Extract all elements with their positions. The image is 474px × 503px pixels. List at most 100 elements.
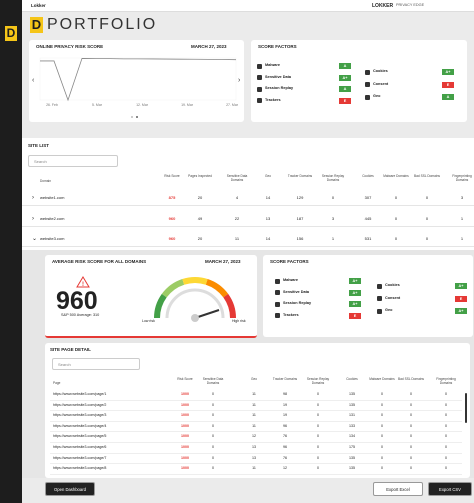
factor-icon [365,94,370,100]
factor-name: Malware [265,63,280,67]
column-header: Tracker Domains [287,174,313,178]
cell: https://www.website3.com/page/2 [53,402,107,407]
factor-grade: A [339,63,351,69]
cell: 0 [445,402,447,407]
cell: 13 [252,445,256,449]
button[interactable]: Export CSV [428,482,472,496]
low-label: Low risk [142,319,155,323]
detail-title: SITE PAGE DETAIL [50,347,91,352]
button[interactable]: Export Excel [373,482,423,496]
button[interactable]: Open Dashboard [45,482,95,496]
row-line [22,246,474,247]
cell: 11 [252,392,256,396]
expand-chevron[interactable]: ⌄ [32,236,38,242]
cell: 0 [445,392,447,396]
cell: 0 [394,236,398,241]
factor-grade: E [349,312,361,319]
cell: 134 [349,434,355,439]
cell: https://www.website3.com/page/8 [53,466,107,471]
cell: 4 [235,195,239,200]
cell: 11 [234,236,240,241]
cell: 0 [445,466,447,471]
cell: 0 [212,455,214,460]
cell: 0 [317,466,319,471]
factor-name: Consent [385,295,401,300]
cell: website1.com [40,195,65,200]
cell: 0 [212,423,214,428]
column-header: Bad SSL Domains [398,377,424,381]
factor-name: Sensitive Data [283,289,309,294]
cell: 11 [252,402,256,407]
cell: 0 [317,455,319,460]
cell: 0 [331,195,335,200]
brand-sub: PRIVACY EDGE [396,3,425,7]
detail-search[interactable]: Search [52,358,140,370]
column-header: Risk Score [177,377,193,381]
cell: 1 [460,215,464,221]
sidebar-logo: D [5,26,17,41]
cell: 0 [410,392,412,396]
cell: 12 [252,434,256,439]
cell: 0 [410,423,412,428]
cell: 0 [381,423,383,428]
cell: https://www.website3.com/page/6 [53,445,107,449]
cell: 11 [252,423,256,428]
cell: 98 [283,392,287,396]
column-header: Fingerprinting Domains [436,377,456,385]
row-line [50,399,462,400]
cell: website3.com [40,236,65,241]
row-line [50,452,462,453]
factor-icon [377,296,382,301]
window-title: Lokker [31,3,46,8]
row-line [22,225,474,226]
expand-chevron[interactable]: › [32,195,34,201]
factor-icon [275,290,280,295]
site-list-title: SITE LIST [28,143,50,148]
cell: 0 [317,423,319,428]
risk-title: ONLINE PRIVACY RISK SCORE [36,44,104,49]
cell: 20 [197,195,203,200]
factor-grade: A+ [339,74,351,81]
column-header: Session Replay Domains [306,377,330,385]
cell: 156 [296,236,304,241]
row-line [22,205,474,206]
cell: 0 [445,434,447,439]
cell: 0 [445,423,447,428]
factor-icon [275,313,280,318]
risk-score: 875 [168,195,176,200]
column-header: Fingerprinting Domains [452,174,472,182]
factors-title: SCORE FACTORS [258,44,297,49]
cell: 0 [394,195,398,200]
cell: 187 [296,215,304,221]
factor-icon [365,69,370,75]
column-header: Pages Inspected [188,174,212,178]
cell: 11 [252,466,256,471]
factor-icon [275,301,280,307]
row-line [50,410,462,411]
factor-icon [257,86,262,92]
cell: 11 [252,413,256,418]
cell: 1 [460,236,464,241]
expand-chevron[interactable]: › [32,215,34,222]
cell: 0 [381,402,383,407]
cell: 0 [381,466,383,471]
cell: 0 [425,195,429,200]
factor-name: Malware [283,278,298,282]
search-box[interactable]: Search [28,155,118,167]
cell: 19 [283,402,287,407]
cell: 0 [381,445,383,449]
factor-grade: A+ [442,69,454,75]
cell: 0 [410,402,412,407]
factor-grade: E [339,97,351,104]
factor-name: Cookies [373,69,388,73]
row-line [50,441,462,443]
factors-card [251,40,467,122]
column-header: Page [53,381,61,385]
cell: 0 [212,434,214,439]
row-line [50,431,462,432]
cell: 135 [349,402,355,407]
risk-score: 960 [168,236,176,241]
factor-icon [377,308,382,314]
cell: 0 [212,413,214,418]
column-header: Session Replay Domains [321,174,345,182]
